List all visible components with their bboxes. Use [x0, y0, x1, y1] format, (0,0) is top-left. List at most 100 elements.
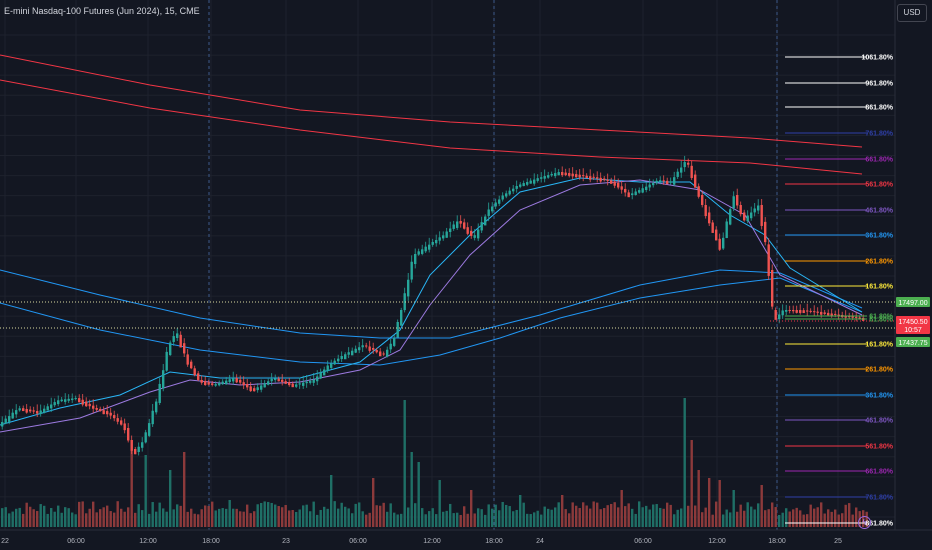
volume-bar: [288, 510, 291, 527]
candle-body: [53, 402, 56, 406]
fib-level-label: 161.80%: [865, 284, 893, 291]
fib-level-label: 361.80%: [865, 233, 893, 240]
candle-body: [225, 380, 228, 385]
candle-body: [18, 408, 21, 411]
volume-bar: [116, 501, 119, 527]
volume-bar: [74, 514, 77, 527]
currency-selector[interactable]: USD: [897, 4, 927, 22]
volume-bar: [788, 511, 791, 527]
volume-bar: [760, 485, 763, 527]
fib-level-label: 561.80%: [865, 444, 893, 451]
volume-bar: [687, 505, 690, 527]
volume-bar: [722, 514, 725, 527]
candle-body: [414, 254, 417, 265]
volume-bar: [25, 502, 28, 527]
time-label: 12:00: [708, 538, 726, 545]
candle-body: [172, 336, 175, 342]
candle-body: [88, 403, 91, 407]
candle-body: [638, 190, 641, 193]
volume-bar: [53, 511, 56, 527]
volume-bar: [442, 511, 445, 527]
candle-body: [15, 410, 18, 415]
candle-body: [211, 383, 214, 385]
candle-body: [561, 172, 564, 176]
volume-bar: [470, 490, 473, 527]
candle-body: [718, 238, 721, 250]
chart-title: E-mini Nasdaq-100 Futures (Jun 2024), 15…: [4, 6, 200, 16]
candle-body: [368, 346, 371, 351]
candle-body: [155, 401, 158, 413]
candle-body: [771, 270, 774, 307]
candle-body: [858, 317, 861, 319]
candle-body: [788, 310, 791, 311]
candle-body: [81, 399, 84, 405]
candle-body: [676, 171, 679, 177]
volume-bar: [669, 504, 672, 527]
volume-bar: [393, 512, 396, 527]
volume-bar: [711, 514, 714, 527]
candle-body: [445, 231, 448, 238]
volume-bar: [172, 509, 175, 527]
candle-body: [753, 208, 756, 213]
candle-body: [634, 191, 637, 195]
candle-body: [323, 369, 326, 376]
candle-body: [711, 222, 714, 233]
fib-level-label: 261.80%: [865, 367, 893, 374]
volume-bar: [211, 501, 214, 527]
candle-body: [25, 409, 28, 413]
volume-bar: [827, 509, 830, 527]
candle-body: [662, 180, 665, 182]
lightning-icon[interactable]: ϟ: [858, 516, 871, 529]
time-label: 06:00: [67, 538, 85, 545]
volume-bar: [683, 398, 686, 527]
time-label: 22: [1, 538, 9, 545]
volume-bar: [347, 508, 350, 527]
candle-body: [645, 186, 648, 191]
volume-bar: [652, 504, 655, 527]
time-label: 25: [834, 538, 842, 545]
volume-bar: [319, 509, 322, 527]
volume-bar: [88, 508, 91, 527]
volume-bar: [729, 512, 732, 527]
candle-body: [746, 215, 749, 222]
volume-bar: [330, 475, 333, 527]
volume-bar: [67, 508, 70, 527]
volume-bar: [844, 504, 847, 527]
volume-bar: [368, 512, 371, 527]
candle-body: [302, 382, 305, 386]
volume-bar: [477, 508, 480, 527]
candle-body: [627, 192, 630, 198]
candle-body: [673, 177, 676, 185]
candle-body: [358, 347, 361, 351]
volume-bar: [785, 508, 788, 527]
candle-body: [207, 382, 210, 385]
candle-body: [428, 244, 431, 250]
candle-body: [736, 195, 739, 206]
candle-body: [123, 423, 126, 431]
volume-bar: [431, 508, 434, 527]
ma-line-violet: [0, 179, 863, 433]
candle-body: [1, 422, 4, 427]
candle-body: [165, 351, 168, 371]
volume-bar: [792, 509, 795, 527]
candle-body: [620, 186, 623, 190]
volume-bar: [463, 506, 466, 527]
time-axis: [0, 530, 932, 550]
fib-level-label: 461.80%: [865, 208, 893, 215]
candle-body: [725, 221, 728, 239]
fib-level-label: 261.80%: [865, 259, 893, 266]
volume-bar: [841, 513, 844, 527]
volume-bar: [64, 507, 67, 527]
time-label: 23: [282, 538, 290, 545]
candle-body: [281, 379, 284, 382]
volume-bar: [333, 501, 336, 527]
volume-bar: [92, 501, 95, 527]
time-label: 06:00: [634, 538, 652, 545]
volume-bar: [855, 507, 858, 527]
candle-body: [806, 310, 809, 312]
candle-body: [599, 177, 602, 182]
candle-body: [85, 401, 88, 407]
candle-body: [816, 311, 819, 313]
fib-level-label: 461.80%: [865, 418, 893, 425]
